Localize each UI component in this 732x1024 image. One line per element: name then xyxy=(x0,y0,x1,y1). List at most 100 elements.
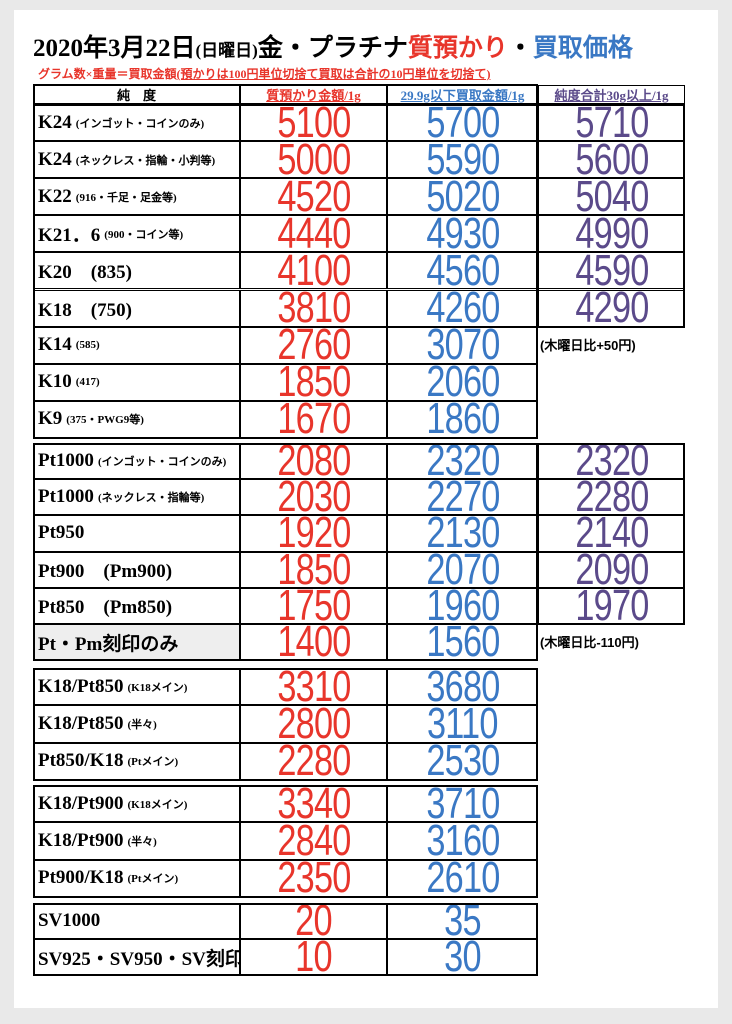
pawn-price-cell: 2350 xyxy=(240,859,387,897)
pawn-price-cell: 10 xyxy=(240,939,387,975)
buy-price-cell: 4260 xyxy=(387,289,538,327)
grade-name: Pt900/K18 xyxy=(38,867,124,889)
buy-price: 2270 xyxy=(425,479,500,516)
formula: グラム数×重量＝買取金額 xyxy=(38,67,177,81)
separator: ・ xyxy=(507,35,533,62)
buy-price: 2130 xyxy=(425,515,500,552)
pawn-price-cell: 1920 xyxy=(240,515,387,552)
grade-note: (Ptメイン) xyxy=(127,756,179,769)
pawn-price-cell: 2760 xyxy=(240,326,387,364)
buy-price: 2610 xyxy=(425,859,500,897)
grade-label: Pt850 (Pm850) xyxy=(33,587,240,624)
grade-name: K9 xyxy=(38,408,63,430)
buy-price-cell: 2060 xyxy=(387,363,538,401)
buy-price-cell: 1860 xyxy=(387,400,538,438)
grade-name: K18 (750) xyxy=(38,299,132,321)
grade-name: K14 xyxy=(38,334,72,356)
grade-label: Pt900 (Pm900) xyxy=(33,551,240,588)
bulk-price-cell: 4990 xyxy=(538,215,685,253)
buy-price: 35 xyxy=(444,903,481,939)
grade-name: K18/Pt850 xyxy=(38,675,124,697)
buy-price: 5590 xyxy=(425,141,500,179)
pawn-price-cell: 4100 xyxy=(240,252,387,290)
comparison-note: (木曜日比-110円) xyxy=(540,635,639,650)
pawn-price-cell: 5000 xyxy=(240,141,387,179)
pawn-price-cell: 3810 xyxy=(240,289,387,327)
grade-label: Pt900/K18 (Ptメイン) xyxy=(33,859,240,897)
buy-price-cell: 35 xyxy=(387,903,538,939)
grade-label: SV1000 xyxy=(33,903,240,939)
grade-note: (900・コイン等) xyxy=(104,228,184,241)
pawn-price: 1750 xyxy=(276,587,351,624)
grade-name: Pt850 (Pm850) xyxy=(38,597,173,619)
grade-name: K18/Pt900 xyxy=(38,792,124,814)
pawn-price: 20 xyxy=(295,903,332,939)
pawn-price-cell: 1850 xyxy=(240,551,387,588)
grade-label: K18/Pt850 (半々) xyxy=(33,705,240,743)
pawn-price: 2350 xyxy=(276,859,351,897)
pawn-price: 5000 xyxy=(276,141,351,179)
pawn-price: 3310 xyxy=(276,668,351,706)
column-header: 純度合計30g以上/1g xyxy=(538,85,685,104)
bulk-price: 2280 xyxy=(574,479,649,516)
pawn-price: 3810 xyxy=(276,289,351,327)
grade-name: Pt850/K18 xyxy=(38,750,124,772)
buy-price: 2530 xyxy=(425,742,500,780)
buy-price: 2070 xyxy=(425,551,500,588)
pawn-price: 10 xyxy=(295,939,332,975)
buy-price-cell: 1560 xyxy=(387,624,538,661)
grade-label: K18 (750) xyxy=(33,289,240,327)
buy-price: 5020 xyxy=(425,178,500,216)
pawn-price: 1850 xyxy=(276,363,351,401)
buy-price-cell: 5020 xyxy=(387,178,538,216)
buy-price: 4260 xyxy=(425,289,500,327)
grade-name: K20 (835) xyxy=(38,262,132,284)
pawn-price-cell: 4520 xyxy=(240,178,387,216)
pawn-price-cell: 2030 xyxy=(240,479,387,516)
grade-label: K22 (916・千足・足金等) xyxy=(33,178,240,216)
grade-name: K18/Pt900 xyxy=(38,829,124,851)
grade-note: (ネックレス・指輪・小判等) xyxy=(75,154,216,167)
grade-note: (Ptメイン) xyxy=(127,873,179,886)
bulk-price-cell: 2320 xyxy=(538,443,685,480)
pawn-price: 2280 xyxy=(276,742,351,780)
buy-price: 3710 xyxy=(425,785,500,823)
bulk-price: 2090 xyxy=(574,551,649,588)
buy-price: 1960 xyxy=(425,587,500,624)
grade-label: K10 (417) xyxy=(33,363,240,401)
pawn-price: 2760 xyxy=(276,326,351,364)
buy-price-cell: 2530 xyxy=(387,742,538,780)
buy-price-cell: 3070 xyxy=(387,326,538,364)
grade-label: Pt1000 (インゴット・コインのみ) xyxy=(33,443,240,480)
buy-price-cell: 3110 xyxy=(387,705,538,743)
grade-note: (375・PWG9等) xyxy=(66,414,144,427)
bulk-price-cell: 5040 xyxy=(538,178,685,216)
weekday: (日曜日) xyxy=(195,41,258,60)
grade-name: Pt900 (Pm900) xyxy=(38,561,173,583)
grade-note: (585) xyxy=(75,339,100,352)
grade-label: K18/Pt900 (半々) xyxy=(33,822,240,860)
grade-name: Pt・Pm刻印のみ xyxy=(38,633,179,655)
buy-price: 2320 xyxy=(425,443,500,480)
grade-note: (ネックレス・指輪等) xyxy=(97,492,205,505)
bulk-price: 5040 xyxy=(574,178,649,216)
pawn-price: 1920 xyxy=(276,515,351,552)
buy-price-cell: 3160 xyxy=(387,822,538,860)
buy-price: 5700 xyxy=(425,104,500,142)
grade-label: K20 (835) xyxy=(33,252,240,290)
pawn-price: 3340 xyxy=(276,785,351,823)
buy-price-cell: 30 xyxy=(387,939,538,975)
grade-name: K24 xyxy=(38,148,72,170)
pawn-price-cell: 1670 xyxy=(240,400,387,438)
bulk-price-cell: 5600 xyxy=(538,141,685,179)
buy-price-cell: 4560 xyxy=(387,252,538,290)
grade-label: K24 (ネックレス・指輪・小判等) xyxy=(33,141,240,179)
pawn-price: 2080 xyxy=(276,443,351,480)
grade-label: SV925・SV950・SV刻印 xyxy=(33,939,240,975)
title: 2020年3月22日(日曜日)金・プラチナ質預かり・買取価格 xyxy=(33,28,633,64)
pawn-price: 1670 xyxy=(276,400,351,438)
buy-price: 2060 xyxy=(425,363,500,401)
grade-note: (インゴット・コインのみ) xyxy=(75,117,205,130)
grade-note: (417) xyxy=(75,376,100,389)
buy-price: 30 xyxy=(444,939,481,975)
